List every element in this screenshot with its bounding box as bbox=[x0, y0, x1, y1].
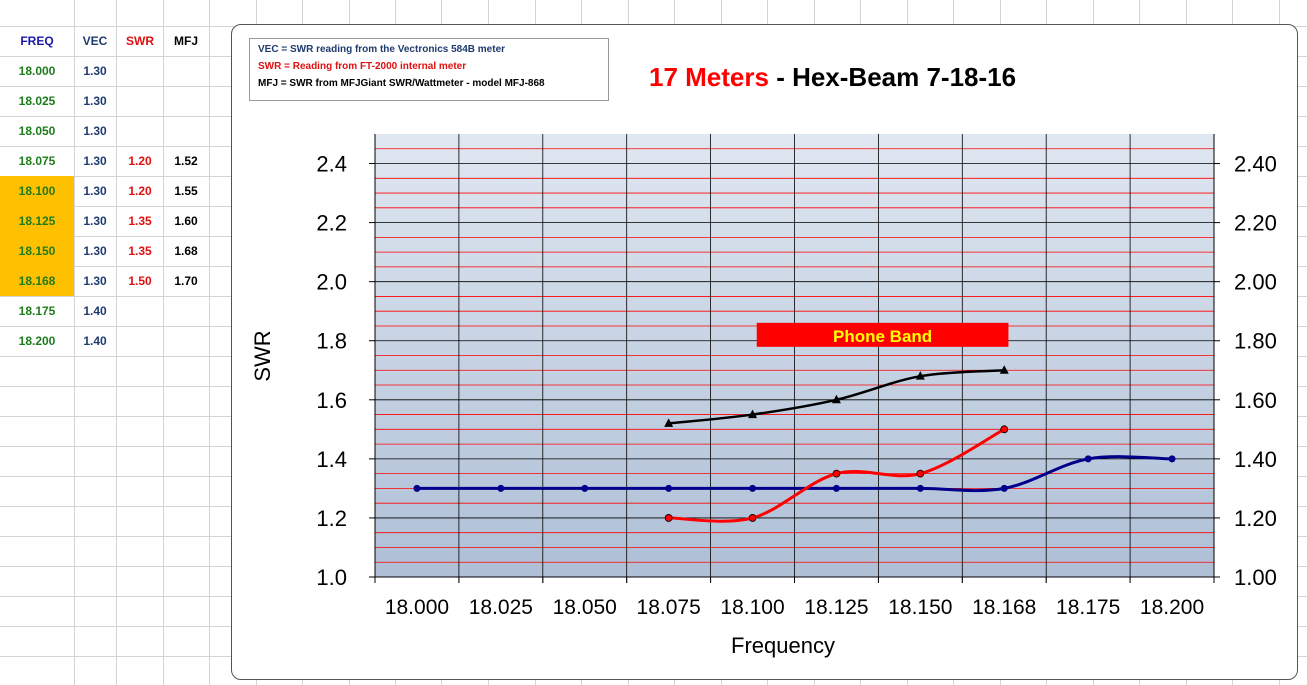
chart-title: 17 Meters - Hex-Beam 7-18-16 bbox=[649, 62, 1016, 93]
cell-vec[interactable]: 1.30 bbox=[83, 214, 107, 228]
cell-mfj[interactable]: 1.60 bbox=[174, 214, 198, 228]
y-tick-label-right: 1.80 bbox=[1234, 329, 1277, 354]
cell-freq[interactable]: 18.075 bbox=[18, 154, 56, 168]
cell-vec[interactable]: 1.40 bbox=[83, 304, 107, 318]
y-tick-label-left: 1.4 bbox=[316, 447, 347, 472]
data-point-vec bbox=[1000, 484, 1008, 492]
x-tick-label: 18.175 bbox=[1056, 596, 1120, 619]
header-freq[interactable]: FREQ bbox=[20, 34, 54, 48]
cell-swr[interactable]: 1.35 bbox=[128, 244, 152, 258]
y-tick-label-left: 2.0 bbox=[316, 270, 347, 295]
cell-freq[interactable]: 18.100 bbox=[18, 184, 56, 198]
cell-vec[interactable]: 1.30 bbox=[83, 64, 107, 78]
chart-title-band: 17 Meters bbox=[649, 62, 769, 92]
data-point-swr bbox=[664, 514, 673, 522]
y-tick-label-right: 1.40 bbox=[1234, 447, 1277, 472]
y-tick-label-right: 2.40 bbox=[1234, 152, 1277, 177]
y-tick-label-left: 1.2 bbox=[316, 506, 347, 531]
data-point-mfj bbox=[748, 409, 758, 419]
cell-mfj[interactable]: 1.55 bbox=[174, 184, 198, 198]
cell-freq[interactable]: 18.000 bbox=[18, 64, 56, 78]
y-tick-label-left: 1.0 bbox=[316, 565, 347, 590]
phone-band-box bbox=[756, 322, 1009, 347]
x-tick-label: 18.075 bbox=[637, 596, 701, 619]
cell-freq[interactable]: 18.150 bbox=[18, 244, 56, 258]
data-point-swr bbox=[748, 514, 757, 522]
data-point-vec bbox=[916, 484, 924, 492]
data-point-mfj bbox=[999, 365, 1009, 374]
highlight-cell bbox=[0, 236, 74, 266]
x-tick-label: 18.125 bbox=[804, 596, 868, 619]
cell-vec[interactable]: 1.30 bbox=[83, 244, 107, 258]
data-point-vec bbox=[1084, 455, 1092, 463]
data-point-vec bbox=[665, 484, 673, 492]
data-point-swr bbox=[916, 469, 925, 478]
y-tick-label-left: 2.2 bbox=[316, 211, 347, 236]
data-point-vec bbox=[413, 484, 421, 492]
header-mfj[interactable]: MFJ bbox=[174, 34, 198, 48]
highlight-cell bbox=[0, 266, 74, 296]
cell-mfj[interactable]: 1.70 bbox=[174, 274, 198, 288]
data-point-swr bbox=[832, 469, 841, 478]
y-tick-label-left: 2.4 bbox=[316, 152, 347, 177]
header-vec[interactable]: VEC bbox=[82, 34, 108, 48]
data-point-mfj bbox=[915, 371, 925, 380]
cell-swr[interactable]: 1.20 bbox=[128, 154, 152, 168]
cell-vec[interactable]: 1.30 bbox=[83, 274, 107, 288]
y-tick-label-left: 1.8 bbox=[316, 329, 347, 354]
x-tick-label: 18.100 bbox=[720, 596, 784, 619]
data-point-mfj bbox=[664, 418, 674, 427]
x-tick-label: 18.200 bbox=[1140, 596, 1204, 619]
data-point-swr bbox=[1000, 425, 1009, 434]
cell-swr[interactable]: 1.20 bbox=[128, 184, 152, 198]
legend-box[interactable]: VEC = SWR reading from the Vectronics 58… bbox=[249, 38, 609, 101]
highlight-cell bbox=[0, 206, 74, 236]
data-point-mfj bbox=[831, 394, 841, 404]
y-tick-label-right: 2.00 bbox=[1234, 270, 1277, 295]
data-point-vec bbox=[497, 484, 505, 492]
data-point-vec bbox=[1168, 455, 1176, 463]
data-point-vec bbox=[832, 484, 840, 492]
x-tick-label: 18.025 bbox=[469, 596, 533, 619]
legend-line-mfj: MFJ = SWR from MFJGiant SWR/Wattmeter - … bbox=[258, 78, 545, 89]
y-axis-title: SWR bbox=[250, 330, 275, 381]
x-tick-label: 18.050 bbox=[553, 596, 617, 619]
data-point-vec bbox=[749, 484, 757, 492]
y-tick-label-left: 1.6 bbox=[316, 388, 347, 413]
cell-swr[interactable]: 1.35 bbox=[128, 214, 152, 228]
y-tick-label-right: 1.00 bbox=[1234, 565, 1277, 590]
cell-vec[interactable]: 1.30 bbox=[83, 94, 107, 108]
cell-freq[interactable]: 18.050 bbox=[18, 124, 56, 138]
legend-line-swr: SWR = Reading from FT-2000 internal mete… bbox=[258, 61, 467, 72]
phone-band-label: Phone Band bbox=[833, 327, 932, 346]
cell-freq[interactable]: 18.125 bbox=[18, 214, 56, 228]
x-tick-label: 18.000 bbox=[385, 596, 449, 619]
cell-vec[interactable]: 1.30 bbox=[83, 154, 107, 168]
cell-mfj[interactable]: 1.52 bbox=[174, 154, 198, 168]
cell-freq[interactable]: 18.168 bbox=[18, 274, 56, 288]
y-tick-label-right: 1.60 bbox=[1234, 388, 1277, 413]
x-axis-title: Frequency bbox=[731, 633, 835, 658]
cell-swr[interactable]: 1.50 bbox=[128, 274, 152, 288]
cell-freq[interactable]: 18.025 bbox=[18, 94, 56, 108]
x-tick-label: 18.150 bbox=[888, 596, 952, 619]
y-tick-label-right: 2.20 bbox=[1234, 211, 1277, 236]
data-point-vec bbox=[581, 484, 589, 492]
cell-vec[interactable]: 1.40 bbox=[83, 334, 107, 348]
cell-vec[interactable]: 1.30 bbox=[83, 124, 107, 138]
series-line-vec bbox=[416, 455, 1173, 493]
chart-title-rest: - Hex-Beam 7-18-16 bbox=[768, 62, 1017, 92]
legend-line-vec: VEC = SWR reading from the Vectronics 58… bbox=[258, 44, 506, 55]
cell-vec[interactable]: 1.30 bbox=[83, 184, 107, 198]
cell-mfj[interactable]: 1.68 bbox=[174, 244, 198, 258]
cell-freq[interactable]: 18.200 bbox=[18, 334, 56, 348]
x-tick-label: 18.168 bbox=[972, 596, 1036, 619]
header-swr[interactable]: SWR bbox=[126, 34, 154, 48]
cell-freq[interactable]: 18.175 bbox=[18, 304, 56, 318]
highlight-cell bbox=[0, 176, 74, 206]
y-tick-label-right: 1.20 bbox=[1234, 506, 1277, 531]
